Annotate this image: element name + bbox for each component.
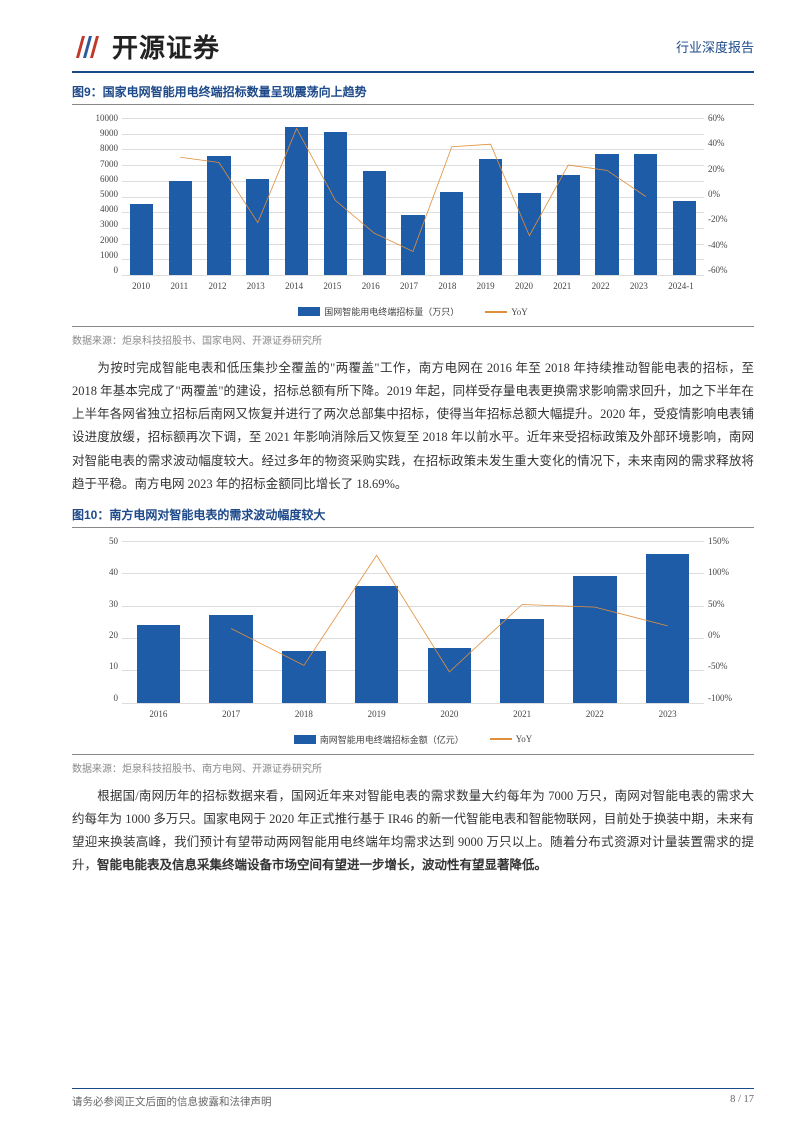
- chart10-line: [122, 541, 704, 703]
- chart9-legend-bar: 国网智能用电终端招标量（万只）: [324, 305, 459, 318]
- chart9-legend-line: YoY: [511, 307, 528, 317]
- chart10-legend-bar: 南网智能用电终端招标金额（亿元）: [320, 733, 464, 746]
- chart9-x-labels: 2010201120122013201420152016201720182019…: [122, 281, 704, 291]
- chart10-legend: 南网智能用电终端招标金额（亿元） YoY: [76, 733, 750, 746]
- legend-bar-icon: [298, 307, 320, 316]
- chart9-legend: 国网智能用电终端招标量（万只） YoY: [76, 305, 750, 318]
- chart10-legend-line: YoY: [516, 734, 533, 744]
- chart9-y-left: 1000090008000700060005000400030002000100…: [82, 113, 118, 275]
- chart9: 1000090008000700060005000400030002000100…: [72, 104, 754, 322]
- logo-icon: [72, 30, 106, 64]
- page-number: 8 / 17: [730, 1094, 754, 1109]
- chart9-y-right: 60%40%20%0%-20%-40%-60%: [708, 113, 744, 275]
- chart9-source: 数据来源：炬泉科技招股书、国家电网、开源证券研究所: [72, 326, 754, 347]
- chart10-title: 图10：南方电网对智能电表的需求波动幅度较大: [72, 506, 754, 523]
- logo: 开源证券: [72, 28, 220, 65]
- doc-type: 行业深度报告: [676, 37, 754, 56]
- legend-bar-icon: [294, 735, 316, 744]
- chart10: 50403020100 150%100%50%0%-50%-100% 20162…: [72, 527, 754, 750]
- chart10-y-right: 150%100%50%0%-50%-100%: [708, 536, 744, 703]
- legend-line-icon: [490, 738, 512, 740]
- chart10-x-labels: 20162017201820192020202120222023: [122, 709, 704, 719]
- page-footer: 请务必参阅正文后面的信息披露和法律声明 8 / 17: [72, 1088, 754, 1109]
- chart9-line: [122, 118, 704, 275]
- chart10-source: 数据来源：炬泉科技招股书、南方电网、开源证券研究所: [72, 754, 754, 775]
- company-name: 开源证券: [112, 28, 220, 65]
- page-header: 开源证券 行业深度报告: [72, 28, 754, 73]
- legend-line-icon: [485, 311, 507, 313]
- para-1: 为按时完成智能电表和低压集抄全覆盖的"两覆盖"工作，南方电网在 2016 年至 …: [72, 357, 754, 496]
- chart10-y-left: 50403020100: [82, 536, 118, 703]
- para-2: 根据国/南网历年的招标数据来看，国网近年来对智能电表的需求数量大约每年为 700…: [72, 785, 754, 878]
- footer-disclaimer: 请务必参阅正文后面的信息披露和法律声明: [72, 1094, 272, 1109]
- chart9-title: 图9：国家电网智能用电终端招标数量呈现震荡向上趋势: [72, 83, 754, 100]
